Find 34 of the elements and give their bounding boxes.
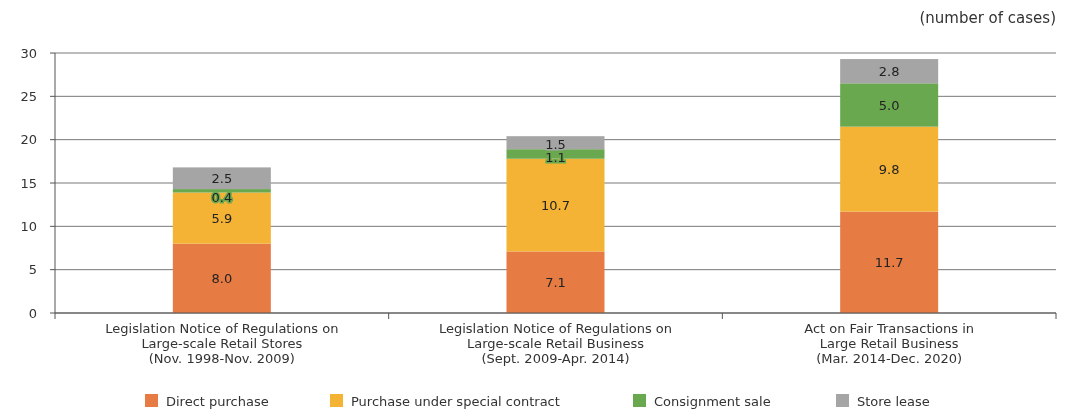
bar bbox=[840, 126, 939, 212]
data-label: 1.5 bbox=[545, 136, 566, 152]
x-tick-label: Legislation Notice of Regulations on Large-scale Retail Stores (Nov. 1998-Nov. 2009) bbox=[105, 321, 339, 366]
y-tick-label: 0 bbox=[28, 305, 37, 321]
y-tick-label: 15 bbox=[20, 175, 37, 191]
data-label: 9.8 bbox=[878, 161, 900, 177]
bar bbox=[172, 189, 271, 193]
y-tick-label: 20 bbox=[20, 132, 37, 148]
legend-label: Store lease bbox=[857, 393, 930, 409]
legend-label: Consignment sale bbox=[654, 393, 771, 409]
bar bbox=[172, 192, 271, 244]
y-tick-label: 10 bbox=[20, 218, 37, 234]
data-label: 5.9 bbox=[211, 210, 233, 226]
bar bbox=[840, 83, 939, 127]
data-label: 0.4 bbox=[211, 189, 233, 205]
y-tick-label: 25 bbox=[20, 88, 37, 104]
bar bbox=[172, 167, 271, 190]
data-label: 2.5 bbox=[211, 170, 233, 186]
bar bbox=[506, 251, 605, 313]
data-label: 7.1 bbox=[545, 274, 566, 290]
y-tick-label: 30 bbox=[20, 45, 37, 61]
data-label: 11.7 bbox=[874, 254, 904, 270]
legend-label: Direct purchase bbox=[166, 393, 269, 409]
bar bbox=[172, 243, 271, 313]
data-label: 8.0 bbox=[211, 270, 233, 286]
legend-label: Purchase under special contract bbox=[351, 393, 560, 409]
data-label: 5.0 bbox=[878, 97, 900, 113]
bar bbox=[840, 211, 939, 313]
x-tick-label: Legislation Notice of Regulations on Large-scale Retail Business (Sept. 2009-Apr. 2014) bbox=[438, 321, 673, 366]
data-label: 2.8 bbox=[878, 63, 900, 79]
y-axis-title: (number of cases) bbox=[919, 9, 1056, 27]
data-label: 10.7 bbox=[541, 197, 570, 213]
x-tick-label: Act on Fair Transactions in Large Retail Business (Mar. 2014-Dec. 2020) bbox=[804, 321, 975, 366]
y-tick-label: 5 bbox=[28, 262, 37, 278]
